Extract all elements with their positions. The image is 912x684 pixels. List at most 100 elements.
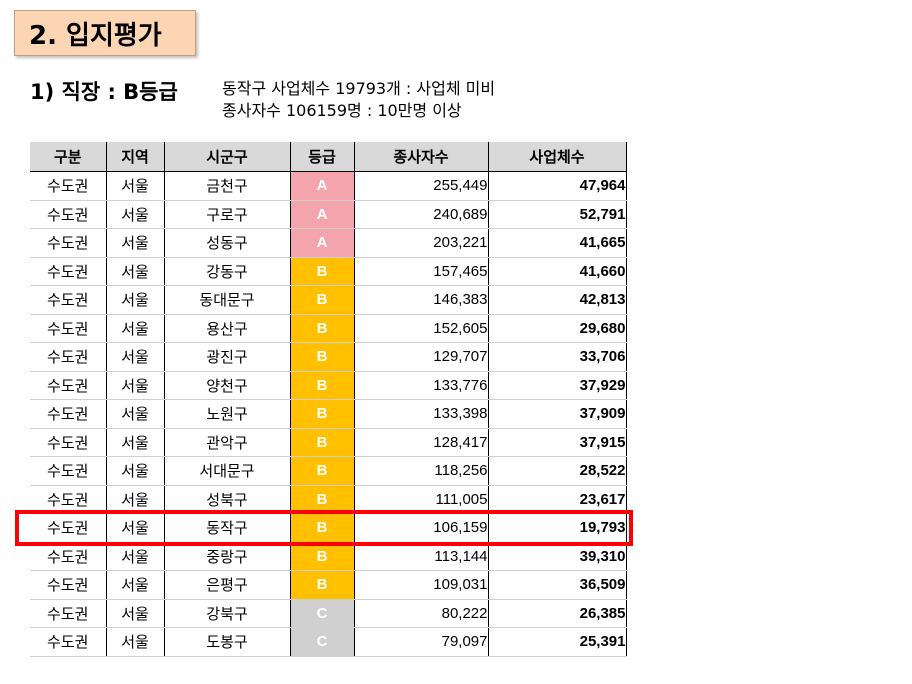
cell-employees: 79,097 [354, 627, 489, 657]
cell-category: 수도권 [30, 171, 107, 201]
cell-businesses: 33,706 [488, 342, 627, 372]
cell-employees: 129,707 [354, 342, 489, 372]
cell-district: 용산구 [164, 314, 291, 343]
cell-businesses: 25,391 [488, 627, 627, 657]
cell-category: 수도권 [30, 570, 107, 600]
cell-region: 서울 [106, 342, 165, 372]
cell-district: 은평구 [164, 570, 291, 600]
cell-district: 동작구 [164, 513, 291, 543]
table-row: 수도권 서울 성북구 B 111,005 23,617 [30, 485, 627, 514]
table-row: 수도권 서울 구로구 A 240,689 52,791 [30, 200, 627, 229]
cell-region: 서울 [106, 456, 165, 486]
cell-category: 수도권 [30, 314, 107, 343]
cell-businesses: 36,509 [488, 570, 627, 600]
cell-region: 서울 [106, 257, 165, 286]
cell-region: 서울 [106, 285, 165, 315]
page-title: 2. 입지평가 [14, 10, 196, 56]
cell-district: 서대문구 [164, 456, 291, 486]
cell-region: 서울 [106, 399, 165, 429]
cell-employees: 152,605 [354, 314, 489, 343]
cell-grade: B [290, 285, 355, 315]
cell-businesses: 23,617 [488, 485, 627, 514]
cell-employees: 80,222 [354, 599, 489, 628]
cell-businesses: 37,909 [488, 399, 627, 429]
cell-category: 수도권 [30, 228, 107, 258]
cell-grade: B [290, 513, 355, 543]
cell-district: 강북구 [164, 599, 291, 628]
cell-grade: B [290, 456, 355, 486]
cell-employees: 109,031 [354, 570, 489, 600]
cell-employees: 157,465 [354, 257, 489, 286]
cell-employees: 113,144 [354, 542, 489, 571]
table-row: 수도권 서울 은평구 B 109,031 36,509 [30, 570, 627, 600]
cell-district: 광진구 [164, 342, 291, 372]
cell-businesses: 42,813 [488, 285, 627, 315]
cell-businesses: 52,791 [488, 200, 627, 229]
cell-district: 양천구 [164, 371, 291, 400]
cell-category: 수도권 [30, 399, 107, 429]
cell-grade: A [290, 200, 355, 229]
cell-employees: 128,417 [354, 428, 489, 457]
cell-category: 수도권 [30, 513, 107, 543]
cell-employees: 255,449 [354, 171, 489, 201]
cell-employees: 133,776 [354, 371, 489, 400]
table-row: 수도권 서울 금천구 A 255,449 47,964 [30, 171, 627, 201]
cell-employees: 240,689 [354, 200, 489, 229]
table-row: 수도권 서울 강북구 C 80,222 26,385 [30, 599, 627, 628]
table-row: 수도권 서울 성동구 A 203,221 41,665 [30, 228, 627, 258]
table-row: 수도권 서울 광진구 B 129,707 33,706 [30, 342, 627, 372]
table-row: 수도권 서울 노원구 B 133,398 37,909 [30, 399, 627, 429]
cell-region: 서울 [106, 542, 165, 571]
cell-businesses: 41,660 [488, 257, 627, 286]
cell-businesses: 37,915 [488, 428, 627, 457]
cell-businesses: 19,793 [488, 513, 627, 543]
note-line-2: 종사자수 106159명 : 10만명 이상 [222, 101, 462, 120]
cell-region: 서울 [106, 599, 165, 628]
cell-businesses: 39,310 [488, 542, 627, 571]
cell-employees: 133,398 [354, 399, 489, 429]
cell-region: 서울 [106, 570, 165, 600]
cell-businesses: 26,385 [488, 599, 627, 628]
note-line-1: 동작구 사업체수 19793개 : 사업체 미비 [222, 79, 496, 98]
cell-employees: 146,383 [354, 285, 489, 315]
cell-category: 수도권 [30, 342, 107, 372]
cell-grade: B [290, 428, 355, 457]
cell-region: 서울 [106, 228, 165, 258]
table-row: 수도권 서울 관악구 B 128,417 37,915 [30, 428, 627, 457]
cell-grade: B [290, 570, 355, 600]
cell-grade: B [290, 342, 355, 372]
cell-grade: B [290, 314, 355, 343]
cell-businesses: 41,665 [488, 228, 627, 258]
cell-category: 수도권 [30, 257, 107, 286]
table-row: 수도권 서울 용산구 B 152,605 29,680 [30, 314, 627, 343]
table-row: 수도권 서울 동작구 B 106,159 19,793 [30, 513, 627, 543]
cell-businesses: 29,680 [488, 314, 627, 343]
cell-district: 강동구 [164, 257, 291, 286]
cell-district: 성동구 [164, 228, 291, 258]
cell-employees: 111,005 [354, 485, 489, 514]
cell-category: 수도권 [30, 599, 107, 628]
cell-grade: C [290, 627, 355, 657]
cell-employees: 118,256 [354, 456, 489, 486]
cell-businesses: 37,929 [488, 371, 627, 400]
cell-employees: 203,221 [354, 228, 489, 258]
table-row: 수도권 서울 동대문구 B 146,383 42,813 [30, 285, 627, 315]
header-region: 지역 [106, 142, 165, 172]
cell-region: 서울 [106, 485, 165, 514]
table-row: 수도권 서울 양천구 B 133,776 37,929 [30, 371, 627, 400]
cell-grade: B [290, 399, 355, 429]
cell-category: 수도권 [30, 200, 107, 229]
cell-district: 구로구 [164, 200, 291, 229]
cell-district: 노원구 [164, 399, 291, 429]
district-table: 구분 지역 시군구 등급 종사자수 사업체수 수도권 서울 금천구 A 255,449 4… [30, 142, 627, 657]
header-employees: 종사자수 [354, 142, 489, 172]
cell-district: 관악구 [164, 428, 291, 457]
cell-grade: C [290, 599, 355, 628]
table-header-row: 구분 지역 시군구 등급 종사자수 사업체수 [30, 142, 627, 172]
cell-grade: B [290, 542, 355, 571]
header-district: 시군구 [164, 142, 291, 172]
cell-region: 서울 [106, 513, 165, 543]
cell-region: 서울 [106, 200, 165, 229]
table-row: 수도권 서울 도봉구 C 79,097 25,391 [30, 627, 627, 657]
cell-grade: B [290, 485, 355, 514]
